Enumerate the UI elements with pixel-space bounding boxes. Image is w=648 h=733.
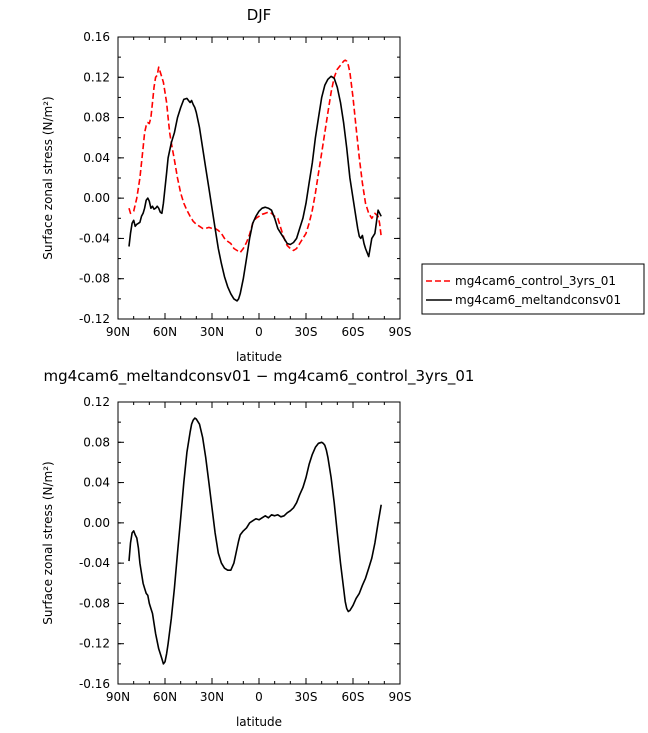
top-x-axis-label: latitude bbox=[236, 350, 282, 364]
bottom-y-axis-ticks: -0.16 -0.12 -0.08 -0.04 0.00 0.04 0.08 0.12 bbox=[79, 395, 400, 691]
top-x-tick-label: 30S bbox=[295, 325, 318, 339]
top-plot-frame bbox=[117, 36, 401, 320]
legend-box bbox=[421, 263, 645, 315]
top-panel: DJF 90N 60N 30N 0 30S 60S 90S -0.12 -0.08 -0.04 0… bbox=[41, 6, 645, 364]
bottom-x-tick-label: 30S bbox=[295, 690, 318, 704]
top-y-tick-label: -0.12 bbox=[79, 312, 110, 326]
bottom-plot-frame bbox=[117, 401, 401, 685]
bottom-y-tick-label: 0.00 bbox=[83, 516, 110, 530]
bottom-x-axis-label: latitude bbox=[236, 715, 282, 729]
bottom-x-tick-label: 0 bbox=[255, 690, 263, 704]
bottom-y-tick-label: -0.16 bbox=[79, 677, 110, 691]
top-y-tick-label: 0.00 bbox=[83, 191, 110, 205]
legend-label-control: mg4cam6_control_3yrs_01 bbox=[455, 274, 616, 288]
top-y-axis-label: Surface zonal stress (N/m²) bbox=[41, 96, 55, 260]
bottom-y-axis-label: Surface zonal stress (N/m²) bbox=[41, 461, 55, 625]
top-y-tick-label: 0.08 bbox=[83, 111, 110, 125]
top-y-tick-label: 0.04 bbox=[83, 151, 110, 165]
bottom-y-tick-label: -0.08 bbox=[79, 596, 110, 610]
top-plot-lines bbox=[128, 59, 382, 302]
bottom-panel: mg4cam6_meltandconsv01 − mg4cam6_control… bbox=[41, 367, 474, 729]
top-y-tick-label: 0.16 bbox=[83, 30, 110, 44]
bottom-series-line-0 bbox=[128, 417, 382, 665]
bottom-plot-lines bbox=[128, 417, 382, 665]
top-y-axis-ticks: -0.12 -0.08 -0.04 0.00 0.04 0.08 0.12 0.16 bbox=[79, 30, 400, 326]
bottom-x-tick-label: 60S bbox=[342, 690, 365, 704]
top-series-line-0 bbox=[128, 59, 382, 254]
top-x-tick-label: 0 bbox=[255, 325, 263, 339]
bottom-y-tick-label: 0.04 bbox=[83, 476, 110, 490]
top-x-tick-label: 90N bbox=[106, 325, 130, 339]
bottom-x-tick-label: 90S bbox=[389, 690, 412, 704]
top-x-tick-label: 60S bbox=[342, 325, 365, 339]
top-y-tick-label: -0.08 bbox=[79, 272, 110, 286]
bottom-x-tick-label: 30N bbox=[200, 690, 224, 704]
bottom-y-tick-label: 0.08 bbox=[83, 435, 110, 449]
bottom-x-axis-ticks: 90N 60N 30N 0 30S 60S 90S bbox=[106, 402, 412, 704]
bottom-x-tick-label: 90N bbox=[106, 690, 130, 704]
bottom-y-tick-label: -0.12 bbox=[79, 637, 110, 651]
bottom-y-tick-label: -0.04 bbox=[79, 556, 110, 570]
top-x-axis-ticks: 90N 60N 30N 0 30S 60S 90S bbox=[106, 37, 412, 339]
top-x-tick-label: 90S bbox=[389, 325, 412, 339]
top-legend: mg4cam6_control_3yrs_01 mg4cam6_meltandc… bbox=[421, 263, 645, 315]
top-chart-title: DJF bbox=[247, 6, 272, 24]
top-x-tick-label: 60N bbox=[153, 325, 177, 339]
top-series-line-1 bbox=[128, 75, 382, 302]
bottom-chart-title: mg4cam6_meltandconsv01 − mg4cam6_control… bbox=[44, 367, 475, 386]
bottom-x-tick-label: 60N bbox=[153, 690, 177, 704]
legend-label-melt: mg4cam6_meltandconsv01 bbox=[455, 293, 621, 307]
bottom-y-tick-label: 0.12 bbox=[83, 395, 110, 409]
top-x-tick-label: 30N bbox=[200, 325, 224, 339]
top-y-tick-label: 0.12 bbox=[83, 70, 110, 84]
top-y-tick-label: -0.04 bbox=[79, 231, 110, 245]
